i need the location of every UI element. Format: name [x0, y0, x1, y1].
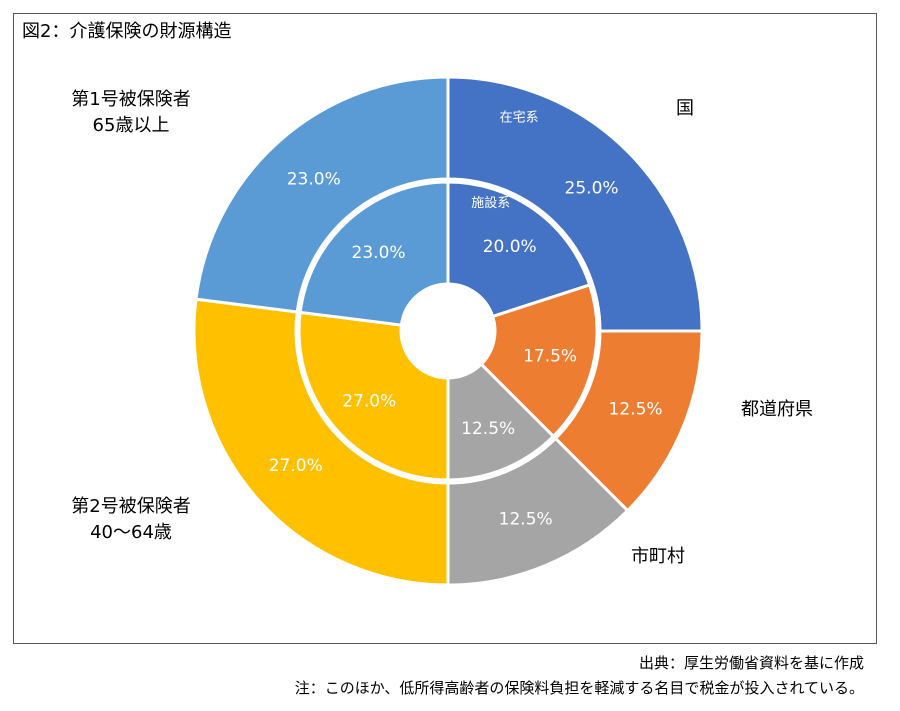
outer-slice-4 — [194, 75, 450, 314]
inner-slice-3 — [297, 310, 450, 482]
outer-slice-label-3: 27.0% — [269, 456, 323, 476]
inner-slice-label-0: 20.0% — [483, 237, 537, 257]
label-todofuken: 都道府県 — [741, 399, 813, 420]
inner-slice-1 — [479, 283, 599, 439]
inner-slice-label-4: 23.0% — [352, 243, 406, 263]
chart-frame — [13, 13, 877, 644]
label-kuni: 国 — [676, 98, 694, 119]
label-dai2-line2: 40～64歳 — [90, 522, 172, 543]
label-dai1-line1: 第1号被保険者 — [71, 89, 191, 110]
inner-slice-label-1: 17.5% — [523, 347, 577, 367]
outer-slice-label-1: 12.5% — [609, 400, 663, 420]
outer-ring-name: 在宅系 — [500, 110, 539, 125]
label-dai1-line2: 65歳以上 — [92, 115, 170, 136]
label-dai2-line1: 第2号被保険者 — [71, 496, 191, 517]
inner-slice-0 — [446, 180, 592, 319]
outer-slice-label-2: 12.5% — [499, 510, 553, 530]
inner-slice-label-2: 12.5% — [461, 419, 515, 439]
inner-slice-4 — [298, 180, 450, 327]
label-shichoson: 市町村 — [631, 546, 685, 567]
outer-slice-3 — [192, 297, 450, 587]
source-note: 出典：厚生労働省資料を基に作成 — [638, 654, 864, 672]
outer-slice-0 — [446, 75, 704, 333]
inner-ring-name: 施設系 — [471, 195, 510, 211]
outer-slice-label-4: 23.0% — [287, 170, 341, 190]
label-dai2: 第2号被保険者 40～64歳 — [51, 494, 211, 546]
inner-slice-2 — [446, 362, 556, 482]
outer-slice-label-0: 25.0% — [565, 178, 619, 198]
label-dai1: 第1号被保険者 65歳以上 — [51, 87, 211, 139]
chart-title: 図2：介護保険の財源構造 — [22, 21, 232, 42]
footnote: 注：このほか、低所得高齢者の保険料負担を軽減する名目で税金が投入されている。 — [294, 679, 864, 697]
inner-slice-label-3: 27.0% — [342, 391, 396, 411]
